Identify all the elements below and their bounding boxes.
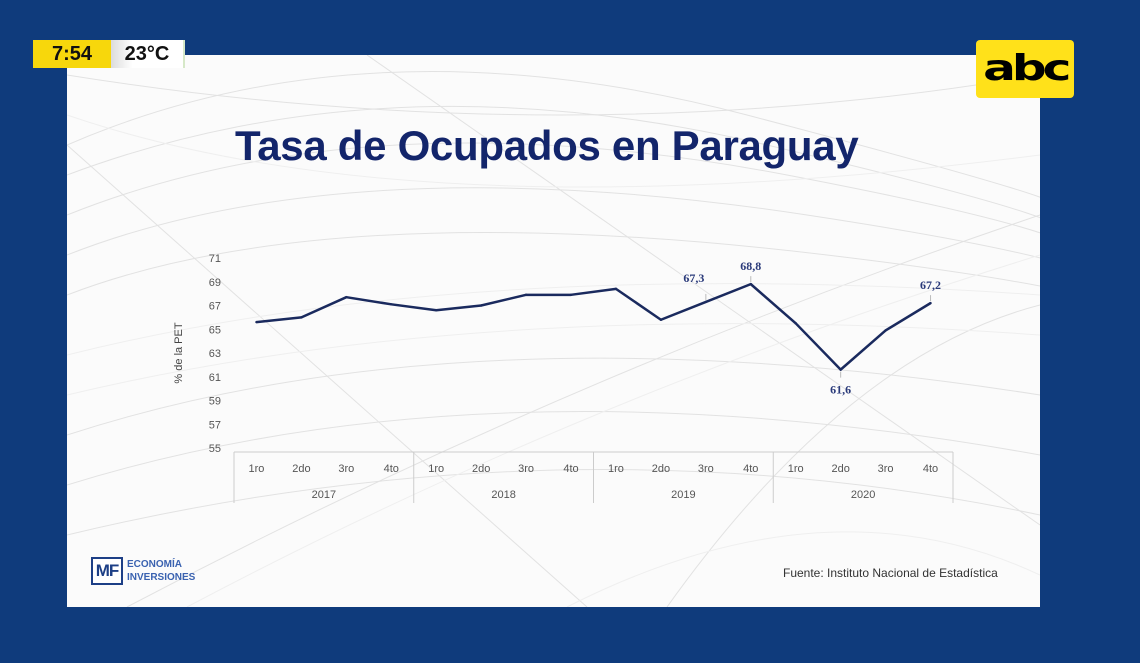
x-tick-label: 3ro [338,463,354,475]
series-line [255,282,932,371]
data-point [749,282,752,286]
series-line-path [256,282,932,371]
data-point [704,300,708,304]
x-group-label: 2017 [312,489,336,501]
x-group-label: 2020 [851,489,875,501]
clock-weather-overlay: 7:54 23°C [33,40,185,68]
y-tick-label: 71 [209,253,221,265]
x-axis: 1ro 2do 3ro 4to 2017 1ro 2do 3ro 4to 2018 1ro 2do 3r… [233,451,954,503]
x-tick-label: 4to [743,463,758,475]
x-group-label: 2019 [671,489,695,501]
x-group-label: 2018 [491,489,515,501]
y-tick-label: 65 [209,324,221,336]
y-axis-ticks: 71 69 67 65 63 61 59 57 55 [209,253,221,455]
x-tick-label: 2do [472,463,490,475]
y-tick-label: 57 [209,419,221,431]
data-point [435,309,438,312]
temperature: 23°C [111,40,183,68]
channel-logo-text: abc [982,48,1071,89]
brand-line1: ECONOMÍA [127,559,182,570]
data-point [479,304,483,307]
y-tick-label: 63 [209,348,221,360]
data-point [659,318,663,321]
y-tick-label: 55 [209,443,221,455]
data-point [255,320,258,324]
data-label: 68,8 [740,259,761,273]
data-label: 67,2 [920,278,941,292]
data-label: 61,6 [830,383,851,397]
x-tick-label: 3ro [518,463,534,475]
x-tick-label: 1ro [788,463,804,475]
decorative-background-curves [67,55,1040,607]
y-tick-label: 61 [209,372,221,384]
data-point [345,295,348,299]
brand-line2: INVERSIONES [127,572,196,583]
x-tick-label: 2do [652,463,670,475]
slide-panel [67,55,1040,607]
brand-logo: MF ECONOMÍA INVERSIONES [91,557,195,585]
y-tick-label: 67 [209,301,221,313]
y-axis-label: % de la PET [173,322,185,383]
brand-mark: MF [91,557,123,585]
x-tick-label: 1ro [249,463,265,475]
data-point [794,322,797,325]
x-tick-label: 2do [292,463,310,475]
data-point [524,293,528,297]
data-point [929,301,932,305]
data-point [569,293,573,297]
x-tick-label: 2do [831,463,849,475]
data-labels: 67,3 68,8 61,6 67,2 [683,259,941,397]
channel-logo: abc [976,40,1074,98]
data-point [884,329,887,332]
chart-title: Tasa de Ocupados en Paraguay [235,122,859,169]
x-tick-label: 3ro [698,463,714,475]
x-tick-label: 4to [923,463,938,475]
clock-time: 7:54 [33,40,111,68]
x-tick-label: 1ro [428,463,444,475]
data-label: 67,3 [683,271,704,285]
y-tick-label: 59 [209,396,221,408]
x-tick-label: 3ro [878,463,894,475]
data-point [390,303,393,306]
y-tick-label: 69 [209,277,221,289]
x-tick-label: 1ro [608,463,624,475]
data-point [300,316,303,319]
x-tick-label: 4to [563,463,578,475]
source-note: Fuente: Instituto Nacional de Estadístic… [783,566,998,580]
data-point [839,368,842,371]
data-point [614,287,618,291]
x-tick-label: 4to [384,463,399,475]
